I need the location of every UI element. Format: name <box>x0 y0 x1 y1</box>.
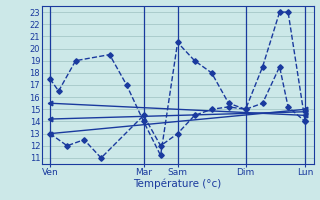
X-axis label: Température (°c): Température (°c) <box>133 179 222 189</box>
